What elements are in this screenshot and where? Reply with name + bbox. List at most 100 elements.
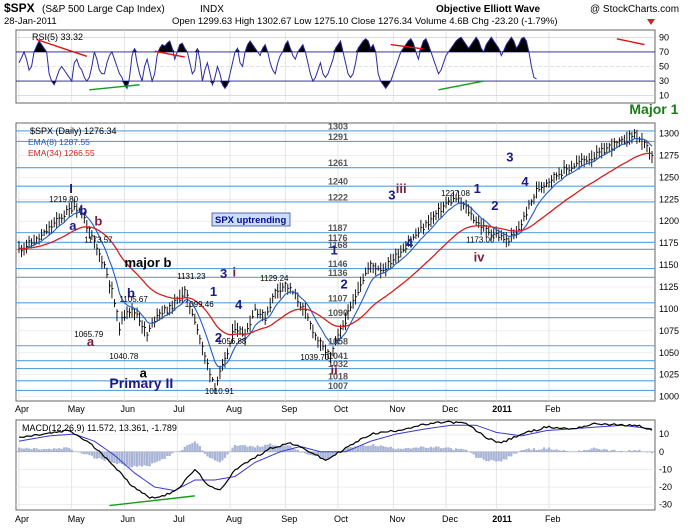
price-panel: [15, 122, 656, 402]
macd-histogram-bar: [412, 447, 415, 452]
price-value-label: 1010.91: [205, 387, 234, 396]
price-value-label: 1099.46: [185, 300, 214, 309]
macd-histogram-bar: [377, 446, 380, 452]
macd-histogram-bar: [163, 451, 166, 459]
macd-histogram-bar: [299, 451, 302, 453]
macd-histogram-bar: [562, 450, 566, 452]
macd-histogram-bar: [248, 445, 252, 452]
fib-level-label: 1041: [328, 351, 348, 361]
macd-histogram-bar: [151, 451, 154, 464]
rsi-divergence-line: [438, 80, 484, 91]
price-label: $SPX (Daily) 1276.34: [30, 126, 117, 136]
month-label: Dec: [442, 404, 459, 414]
macd-histogram-bar: [497, 451, 500, 462]
month-label: Apr: [15, 514, 29, 524]
price-tick-label: 1300: [659, 129, 679, 139]
macd-histogram-bar: [213, 451, 217, 461]
macd-histogram-bar: [138, 451, 141, 466]
wave-label: major b: [125, 255, 172, 270]
macd-histogram-bar: [294, 449, 297, 452]
macd-histogram-bar: [264, 444, 267, 452]
macd-tick-label: 10: [659, 429, 669, 439]
macd-histogram-bar: [125, 451, 129, 466]
macd-histogram-bar: [560, 450, 563, 452]
macd-histogram-bar: [186, 445, 189, 452]
macd-histogram-bar: [618, 451, 621, 452]
macd-histogram-bar: [485, 451, 488, 462]
macd-histogram-bar: [118, 451, 121, 464]
macd-histogram-bar: [585, 450, 588, 452]
wave-label: Major 1: [629, 101, 678, 117]
price-value-label: 1129.24: [260, 274, 289, 283]
macd-histogram-bar: [105, 451, 109, 461]
fib-level-label: 1222: [328, 192, 348, 202]
macd-histogram-bar: [399, 448, 402, 452]
macd-histogram-bar: [454, 448, 458, 452]
chart-quote: Open 1299.63 High 1302.67 Low 1275.10 Cl…: [172, 16, 558, 27]
wave-label: i: [233, 264, 237, 279]
ema8-line: [18, 138, 653, 368]
macd-histogram-bar: [133, 451, 136, 466]
macd-histogram-bar: [191, 443, 194, 452]
macd-histogram-bar: [153, 451, 156, 463]
macd-histogram-bar: [527, 448, 531, 452]
macd-histogram-bar: [40, 449, 43, 452]
macd-tick-label: -20: [659, 482, 672, 492]
macd-histogram-bar: [605, 449, 608, 452]
macd-histogram-bar: [120, 451, 124, 465]
wave-label: 3: [220, 266, 227, 281]
down-arrow-icon: [647, 19, 655, 25]
macd-histogram-bar: [65, 447, 68, 452]
macd-histogram-bar: [542, 447, 546, 452]
macd-histogram-bar: [374, 446, 377, 452]
trend-callout-text: SPX uptrending: [215, 215, 286, 226]
macd-histogram-bar: [472, 451, 475, 455]
macd-histogram-bar: [595, 448, 598, 452]
macd-histogram-bar: [437, 446, 440, 452]
macd-histogram-bar: [93, 451, 96, 459]
chart-site: Objective Elliott Wave: [436, 4, 541, 15]
macd-histogram-bar: [196, 443, 199, 452]
macd-histogram-bar: [600, 449, 603, 452]
macd-histogram-bar: [254, 447, 257, 452]
price-tick-label: 1250: [659, 172, 679, 182]
macd-histogram-bar: [351, 447, 355, 452]
wave-label: Primary II: [109, 375, 173, 391]
macd-histogram-bar: [246, 446, 249, 452]
macd-tick-label: -30: [659, 500, 672, 510]
wave-label: 2: [341, 277, 348, 292]
wave-label: 2: [491, 198, 498, 213]
wave-label: a: [87, 334, 95, 349]
price-tick-label: 1125: [659, 282, 678, 292]
macd-histogram-bar: [439, 448, 443, 452]
macd-histogram-bar: [178, 451, 181, 452]
wave-label: 4: [521, 174, 529, 189]
price-tick-label: 1200: [659, 216, 679, 226]
macd-histogram-bar: [404, 448, 407, 452]
price-tick-label: 1100: [659, 304, 678, 314]
macd-histogram-bar: [422, 446, 425, 452]
macd-histogram-bar: [316, 451, 320, 456]
rsi-divergence-line: [89, 84, 140, 91]
wave-label: 4: [406, 236, 414, 251]
wave-label: 3: [506, 150, 513, 165]
macd-histogram-bar: [387, 447, 390, 452]
rsi-divergence-line: [616, 38, 645, 46]
macd-tick-label: -10: [659, 464, 672, 474]
macd-histogram-bar: [537, 449, 541, 452]
macd-histogram-bar: [289, 445, 292, 452]
macd-histogram-bar: [532, 448, 536, 452]
fib-level-label: 1240: [328, 177, 348, 187]
macd-histogram-bar: [251, 446, 254, 452]
trend-callout-box: [211, 212, 291, 227]
macd-histogram-bar: [407, 447, 410, 452]
rsi-tick-label: 10: [659, 91, 669, 101]
wave-label: I: [69, 181, 73, 196]
macd-histogram-bar: [286, 445, 289, 452]
macd-histogram-bar: [193, 441, 196, 452]
macd-histogram-bar: [35, 448, 38, 452]
macd-histogram-bar: [578, 450, 581, 452]
macd-histogram-bar: [276, 445, 279, 452]
price-tick-label: 1175: [659, 238, 678, 248]
